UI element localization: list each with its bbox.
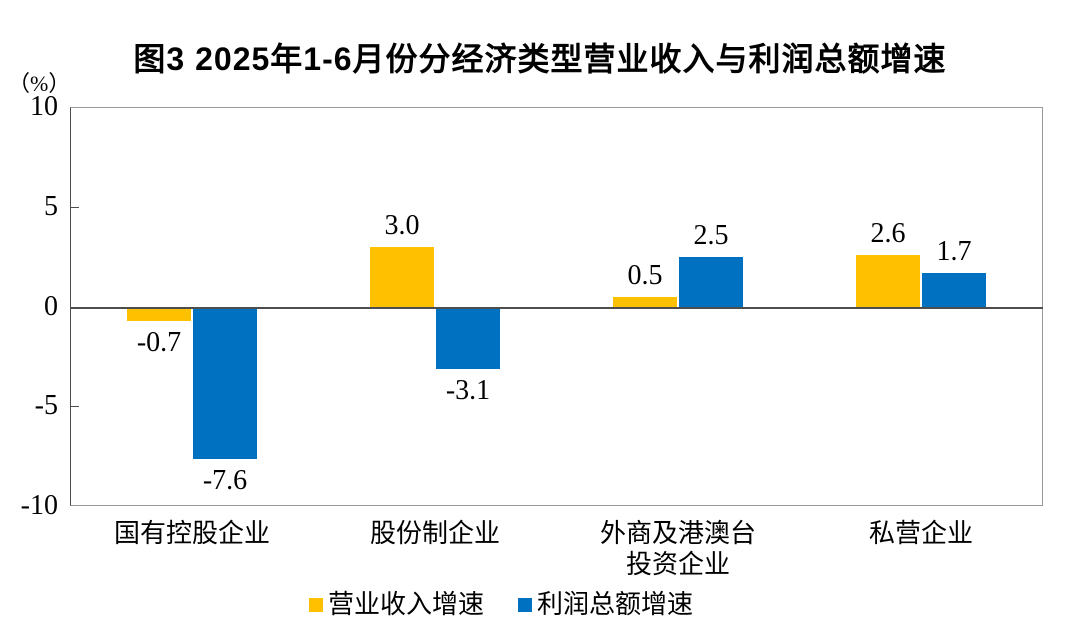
y-tick-label: -5 [34, 390, 58, 421]
zero-axis-line [70, 307, 1043, 309]
bar [436, 307, 500, 369]
y-tick-label: -10 [20, 490, 58, 521]
category-label: 私营企业 [868, 519, 974, 548]
category-label: 国有控股企业 [113, 519, 271, 548]
y-tick-label: 10 [30, 91, 58, 122]
bar-value-label: 3.0 [384, 210, 420, 241]
plot-area [70, 107, 1043, 506]
bar [193, 307, 257, 459]
y-tick-label: 5 [44, 191, 58, 222]
bar [679, 257, 743, 307]
legend-label: 利润总额增速 [537, 590, 694, 619]
y-tick-label: 0 [44, 291, 58, 322]
category-label: 股份制企业 [369, 519, 501, 548]
bar [856, 255, 920, 307]
y-tick-mark [70, 406, 79, 407]
bar-value-label: 0.5 [627, 260, 663, 291]
legend-swatch [308, 598, 323, 612]
bar-value-label: 1.7 [936, 236, 972, 267]
bar [127, 307, 191, 321]
y-tick-mark [70, 207, 79, 208]
y-axis-unit-label: （%） [8, 71, 71, 96]
bar [370, 247, 434, 307]
bar [613, 297, 677, 307]
bar-value-label: -7.6 [202, 465, 248, 496]
bar-value-label: 2.5 [693, 220, 729, 251]
legend-label: 营业收入增速 [327, 590, 484, 619]
chart-title: 图3 2025年1-6月份分经济类型营业收入与利润总额增速 [133, 41, 947, 77]
bar [922, 273, 986, 307]
bar-value-label: -3.1 [445, 375, 491, 406]
legend-item: 营业收入增速 [308, 590, 484, 620]
legend: 营业收入增速 利润总额增速 [0, 590, 1002, 620]
legend-swatch [518, 598, 532, 612]
bar-value-label: -0.7 [136, 327, 182, 358]
category-label: 外商及港澳台 投资企业 [599, 519, 757, 579]
legend-item: 利润总额增速 [518, 590, 693, 620]
bar-value-label: 2.6 [870, 218, 906, 249]
